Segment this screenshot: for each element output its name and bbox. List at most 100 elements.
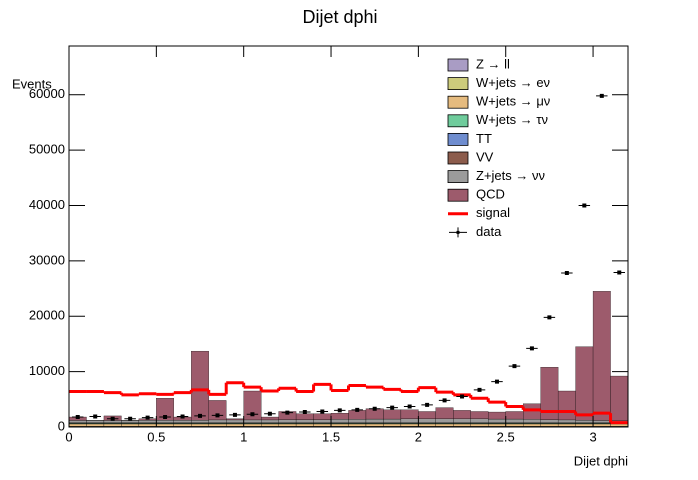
stack-segment <box>453 410 470 418</box>
data-point <box>421 403 432 406</box>
stack-segment <box>209 424 226 426</box>
stack-segment <box>401 424 418 426</box>
stack-segment <box>453 419 470 423</box>
stack-segment <box>523 404 540 420</box>
x-tick-label: 1.5 <box>322 429 340 444</box>
stack-segment <box>418 411 435 418</box>
x-tick-label: 1 <box>240 429 247 444</box>
data-point <box>526 347 537 350</box>
data-point <box>579 204 590 207</box>
x-tick-label: 2 <box>415 429 422 444</box>
y-tick-label: 40000 <box>29 197 65 212</box>
stack-segment <box>331 419 348 422</box>
stack-segment <box>314 424 331 426</box>
data-point <box>404 405 415 408</box>
stack-segment <box>488 419 505 423</box>
stack-segment <box>191 424 208 426</box>
chart-title: Dijet dphi <box>302 7 377 27</box>
legend-label: QCD <box>476 187 505 202</box>
data-point <box>386 406 397 409</box>
stack-segment <box>331 413 348 419</box>
legend-swatch <box>448 133 468 145</box>
stack-segment <box>593 420 610 422</box>
stack-segment <box>226 419 243 420</box>
legend-label: TT <box>476 131 492 146</box>
legend-swatch <box>448 78 468 90</box>
stack-segment <box>226 424 243 426</box>
stack-segment <box>104 424 121 426</box>
x-axis-label: Dijet dphi <box>574 453 628 468</box>
stack-segment <box>191 420 208 422</box>
legend-label: Z+jets → νν <box>476 168 545 183</box>
stack-segment <box>401 419 418 423</box>
y-tick-label: 10000 <box>29 363 65 378</box>
stack-segment <box>139 424 156 426</box>
legend-label: Z → ll <box>476 56 510 71</box>
data-point <box>474 388 485 391</box>
x-tick-label: 0 <box>65 429 72 444</box>
legend-label: W+jets → μν <box>476 94 550 109</box>
legend-label: W+jets → eν <box>476 75 550 90</box>
stack-segment <box>471 411 488 418</box>
stack-segment <box>471 424 488 426</box>
stack-segment <box>558 424 575 426</box>
stack-segment <box>86 420 103 422</box>
stack-segment <box>191 351 208 420</box>
legend-swatch <box>448 96 468 108</box>
legend-swatch <box>448 171 468 183</box>
stack-segment <box>139 420 156 422</box>
stack-segment <box>86 424 103 426</box>
stack-segment <box>593 424 610 426</box>
stack-segment <box>506 424 523 426</box>
legend-label: VV <box>476 149 494 164</box>
stack-segment <box>506 419 523 423</box>
stack-segment <box>296 414 313 420</box>
y-tick-label: 60000 <box>29 86 65 101</box>
stack-segment <box>541 420 558 423</box>
x-tick-label: 2.5 <box>497 429 515 444</box>
legend-label: W+jets → τν <box>476 112 548 127</box>
stack-segment <box>121 420 138 422</box>
stack-segment <box>314 414 331 420</box>
stack-segment <box>209 420 226 423</box>
stack-segment <box>366 424 383 426</box>
stack-segment <box>156 420 173 422</box>
legend: Z → ll W+jets → eν W+jets → μν W+jets → τν T… <box>448 56 550 238</box>
stack-segment <box>226 420 243 423</box>
stack-segment <box>69 424 86 426</box>
stack-segment <box>418 419 435 423</box>
stack-segment <box>261 417 278 420</box>
legend-swatch <box>457 231 460 234</box>
stack-segment <box>453 424 470 426</box>
stack-segment <box>593 291 610 420</box>
stack-segment <box>383 419 400 423</box>
stack-segment <box>174 420 191 422</box>
data-point <box>491 380 502 383</box>
stack-segment <box>69 420 86 422</box>
stack-segment <box>558 391 575 420</box>
legend-swatch <box>448 59 468 71</box>
data-point <box>229 413 240 416</box>
legend-label: data <box>476 224 502 239</box>
stack-segment <box>314 420 331 423</box>
data-point <box>509 365 520 368</box>
stack-segment <box>488 412 505 419</box>
data-point <box>596 94 607 97</box>
stack-segment <box>261 420 278 423</box>
stack-segment <box>244 424 261 426</box>
stack-segment <box>279 424 296 426</box>
data-point <box>317 410 328 413</box>
stack-segment <box>523 424 540 426</box>
stack-segment <box>383 410 400 419</box>
stack-segment <box>436 408 453 419</box>
stack-segment <box>349 419 366 422</box>
legend-swatch <box>448 189 468 201</box>
stack-segment <box>611 376 628 421</box>
plot-area <box>69 94 628 427</box>
data-point <box>439 399 450 402</box>
stack-segment <box>296 420 313 423</box>
data-point <box>561 272 572 275</box>
stack-segment <box>261 424 278 426</box>
